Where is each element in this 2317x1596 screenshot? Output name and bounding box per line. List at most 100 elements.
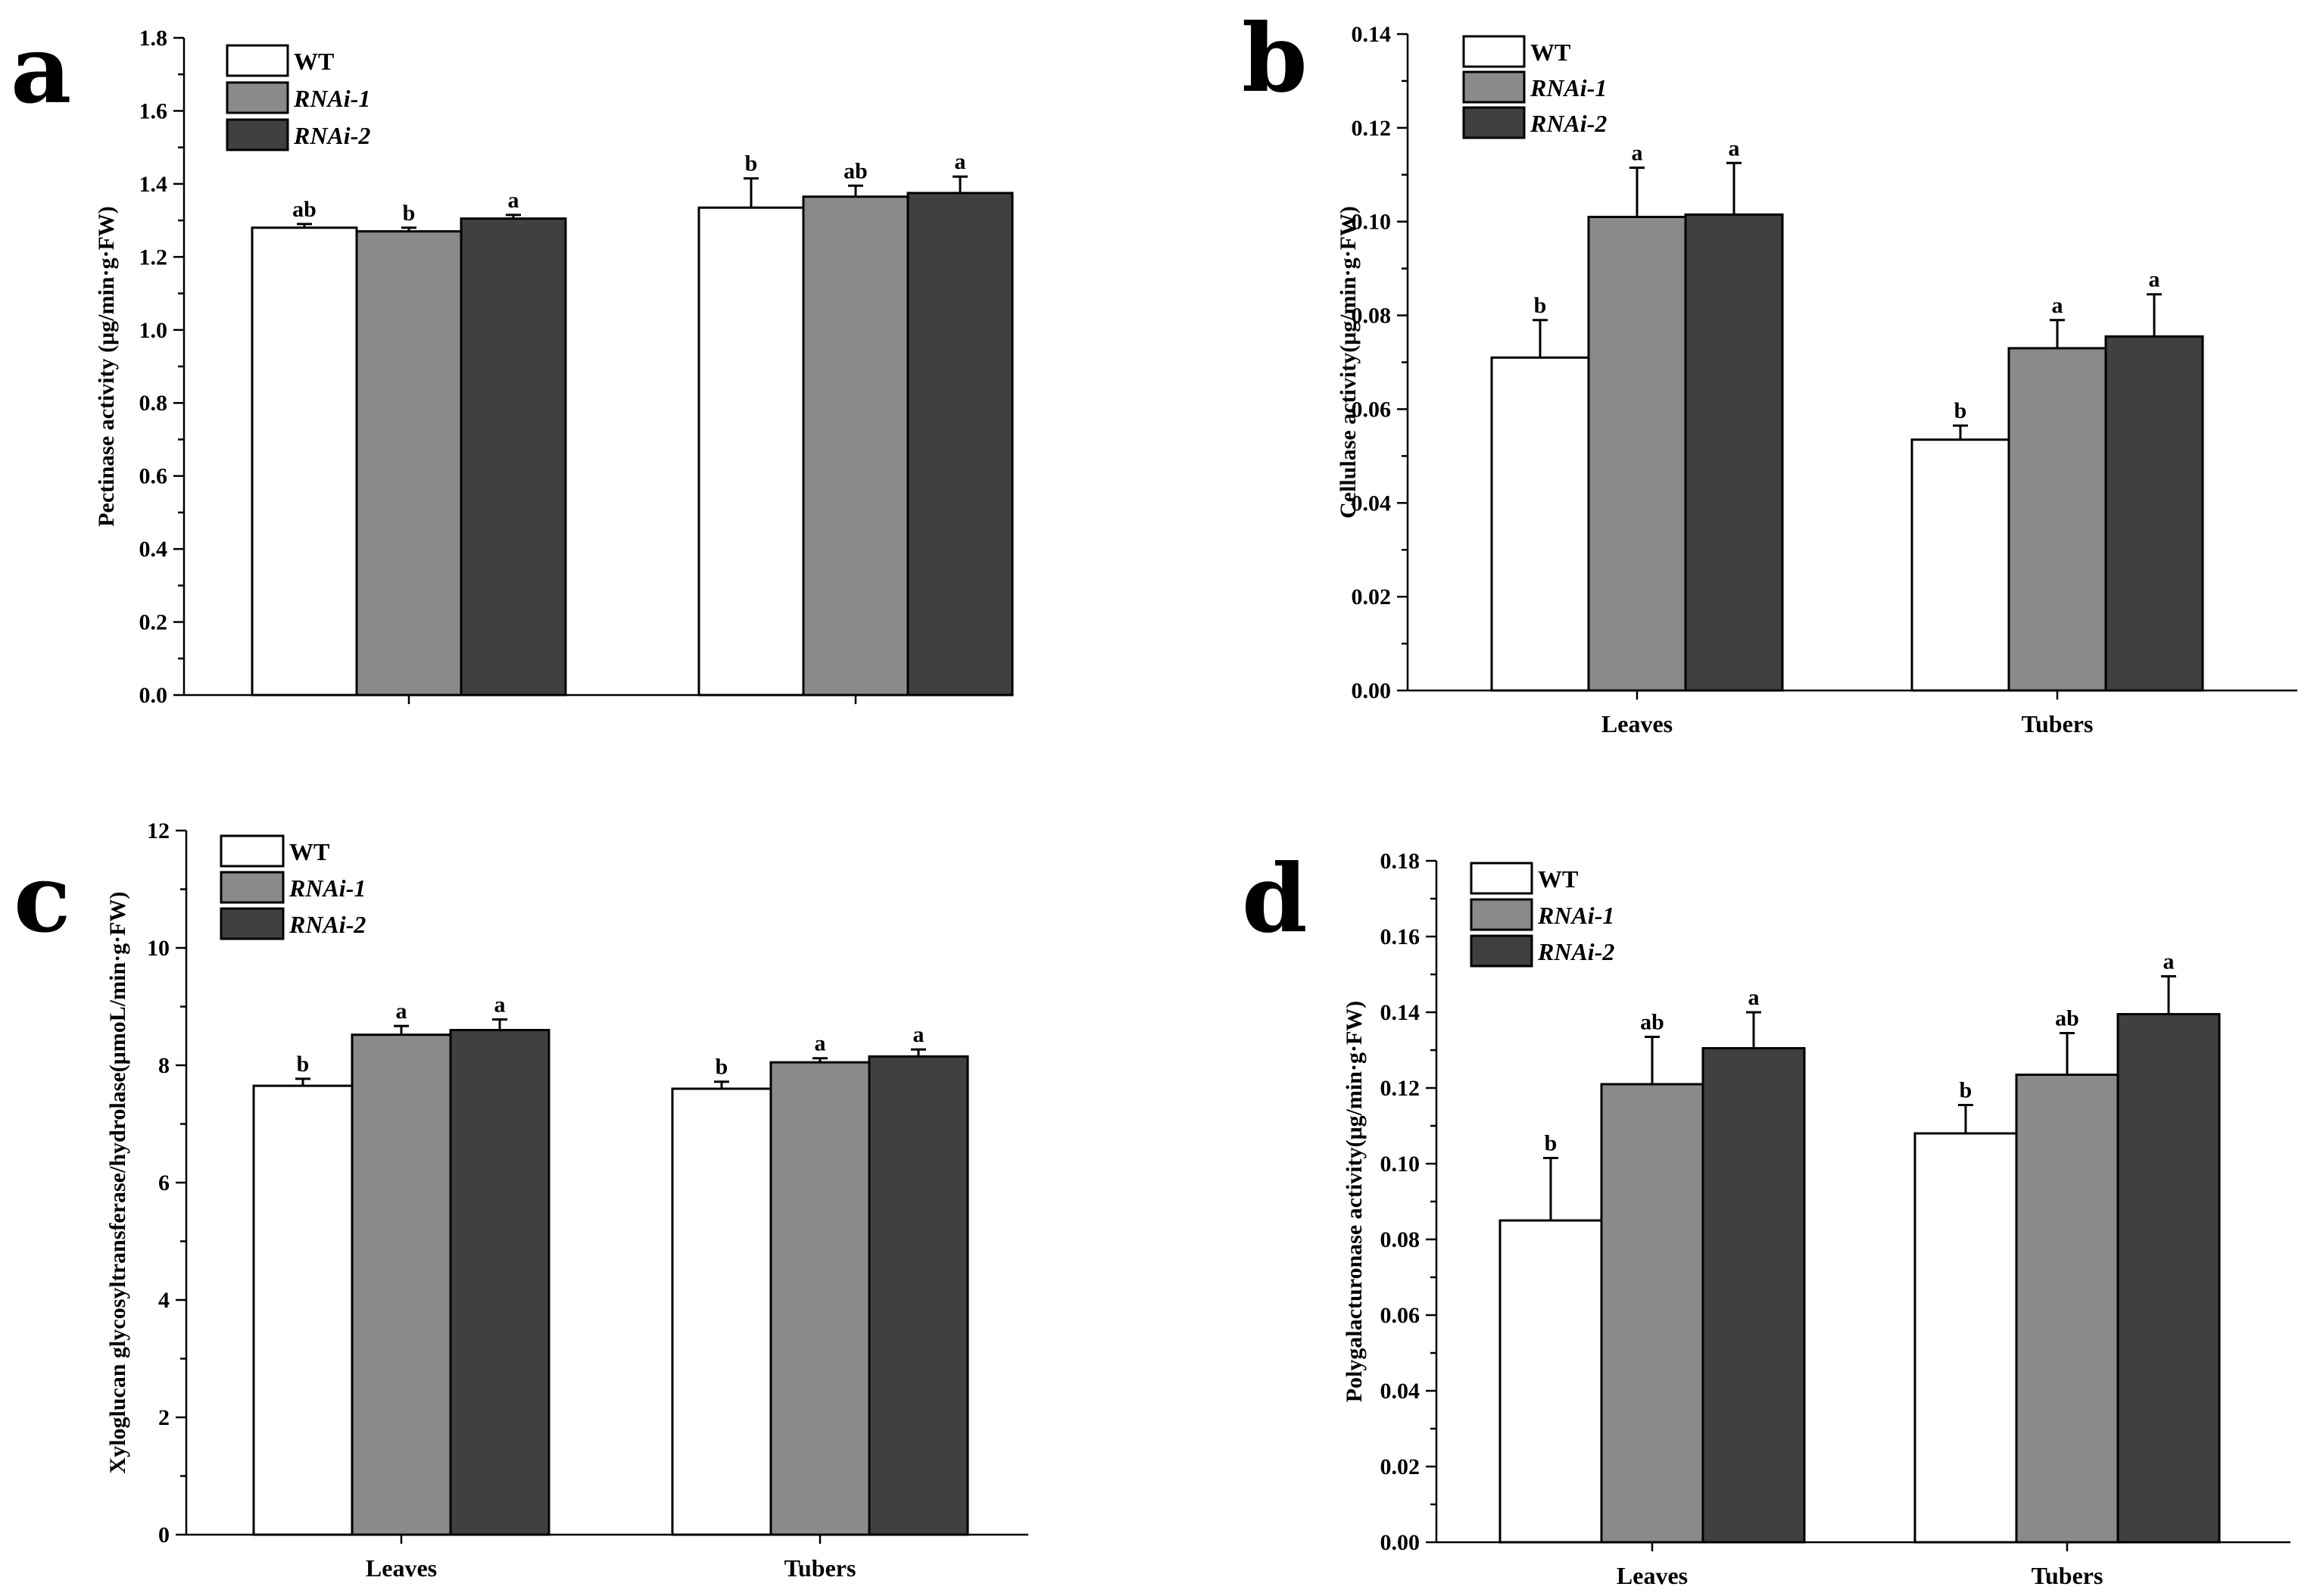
bar-RNAi-1-1 [2015,1074,2119,1544]
bar-WT-0 [252,1084,354,1536]
significance-label: ab [2055,1006,2079,1031]
y-tick-label: 0.4 [139,537,168,562]
significance-label: a [815,1031,826,1056]
bar-RNAi-2-0 [1684,213,1784,692]
bar-RNAi-2-0 [449,1029,550,1536]
bar-RNAi-1-0 [351,1033,452,1536]
legend: WT RNAi-1 RNAi-2 [1462,35,1607,139]
bar-RNAi-2-1 [868,1055,969,1536]
y-tick-label: 0.14 [1352,22,1392,47]
bar-RNAi-1-1 [2007,347,2107,692]
bar-RNAi-1-0 [1600,1083,1704,1544]
y-tick-label: 0 [158,1523,170,1548]
bar-WT-1 [1913,1132,2018,1544]
y-tick-label: 0.2 [139,610,168,635]
significance-label: b [745,151,758,176]
significance-label: a [2163,949,2175,974]
y-tick-label: 0.0 [139,683,168,708]
bar-WT-1 [671,1087,772,1536]
legend-swatch-RNAi-2 [220,907,285,940]
legend: WT RNAi-1 RNAi-2 [1470,862,1614,968]
y-tick-label: 1.8 [139,26,168,51]
significance-label: b [1534,293,1547,318]
x-category-label: Leaves [366,1554,437,1582]
significance-label: a [1729,136,1740,161]
significance-label: b [1960,1078,1972,1103]
bar-RNAi-1-1 [769,1061,871,1536]
x-category-label: Leaves [1601,710,1673,737]
y-tick-label: 10 [147,936,170,961]
significance-label: a [494,993,506,1018]
significance-label: b [716,1055,728,1080]
bar-RNAi-2-1 [2116,1013,2221,1544]
y-tick-label: 0.06 [1380,1303,1420,1328]
panel-letter-a: a [11,15,71,125]
y-tick-label: 0.04 [1380,1379,1420,1404]
bar-WT-0 [1490,356,1590,692]
y-tick-label: 1.4 [139,172,168,197]
y-tick-label: 0.08 [1380,1227,1420,1252]
legend-label-RNAi-2: RNAi-2 [1537,938,1614,965]
x-category-label: Tubers [2032,1562,2103,1589]
legend-label-WT: WT [1530,39,1570,66]
y-tick-label: 4 [158,1288,170,1313]
significance-label: ab [1640,1010,1664,1035]
y-tick-label: 0.06 [1352,397,1392,422]
bar-WT-1 [1910,438,2010,692]
y-tick-label: 0.10 [1380,1152,1420,1177]
legend-swatch-WT [1470,862,1533,895]
legend-swatch-WT [226,44,289,77]
y-tick-label: 0.18 [1380,849,1420,874]
y-tick-label: 1.2 [139,245,168,270]
x-category-label: Leaves [1617,1562,1688,1589]
significance-label: a [508,188,519,213]
y-tick-label: 0.08 [1352,304,1392,329]
significance-label: ab [292,197,317,222]
legend-swatch-WT [220,834,285,868]
legend: WT RNAi-1 RNAi-2 [220,834,366,940]
significance-label: b [1954,398,1967,423]
panel-letter-b: b [1242,4,1308,114]
y-tick-label: 12 [147,818,170,843]
chart-panel-a: 0.0 0.2 0.4 0.6 0.8 1.0 1.2 1.4 1.6 1.8 Pectinase … [94,26,1014,708]
bar-RNAi-1-0 [355,230,463,697]
y-axis-label: Polygalacturonase activity(μg/min·g·FW) [1342,1001,1367,1403]
y-tick-label: 2 [158,1405,170,1430]
significance-label: b [1545,1131,1558,1156]
y-tick-label: 8 [158,1053,170,1078]
bar-WT-1 [697,206,805,697]
legend-swatch-RNAi-1 [1462,70,1526,104]
legend-swatch-RNAi-1 [226,81,289,114]
bar-RNAi-2-0 [460,217,567,697]
legend-label-RNAi-1: RNAi-1 [1530,74,1607,101]
significance-label: a [1632,140,1643,165]
legend-swatch-RNAi-1 [1470,898,1533,931]
significance-label: a [396,999,407,1024]
significance-label: a [2052,293,2063,318]
significance-label: b [403,201,416,226]
bar-WT-0 [251,226,358,697]
y-tick-label: 0.00 [1380,1530,1420,1555]
y-tick-label: 1.0 [139,318,168,343]
legend-label-WT: WT [289,838,329,865]
significance-label: ab [844,158,868,183]
panel-letter-c: c [14,844,71,954]
legend-label-WT: WT [1538,865,1578,893]
y-axis-label: Xyloglucan glycosyltransferase/hydrolase… [105,892,130,1474]
y-tick-label: 0.8 [139,391,168,416]
y-tick-label: 0.04 [1352,491,1392,516]
significance-label: a [1748,985,1760,1010]
legend-label-RNAi-1: RNAi-1 [293,85,370,112]
legend-swatch-WT [1462,35,1526,68]
bar-RNAi-2-1 [2104,335,2204,692]
x-category-label: Tubers [2022,710,2094,737]
chart-panel-b: 0.00 0.02 0.04 0.06 0.08 0.10 0.12 0.14 Cellulas… [1336,22,2297,737]
y-tick-label: 0.6 [139,464,168,489]
bar-RNAi-2-0 [1701,1047,1806,1544]
y-tick-label: 1.6 [139,98,168,123]
chart-panel-d: 0.00 0.02 0.04 0.06 0.08 0.10 0.12 0.14 0.16 0.18… [1342,849,2290,1589]
x-category-label: Tubers [784,1554,856,1582]
legend-label-RNAi-2: RNAi-2 [1530,110,1607,137]
legend-swatch-RNAi-2 [226,118,289,151]
